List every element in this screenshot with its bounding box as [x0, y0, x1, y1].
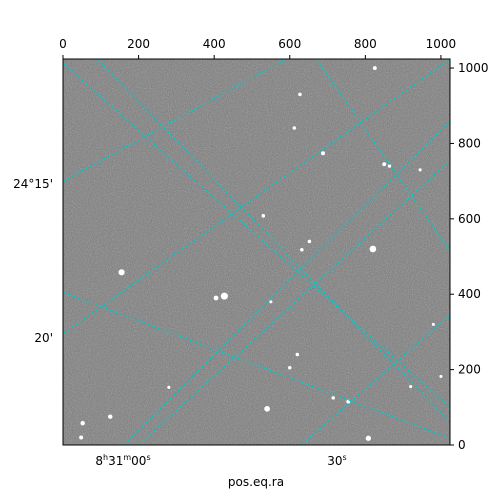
- star-22: [281, 54, 284, 57]
- star-25: [439, 374, 443, 378]
- star-12: [287, 365, 292, 370]
- grid-line-7: [315, 59, 450, 252]
- grid-line-3: [63, 62, 450, 408]
- star-2: [118, 269, 125, 276]
- star-7: [108, 414, 113, 419]
- star-13: [382, 162, 387, 167]
- star-26: [431, 322, 435, 326]
- right-tick-label-1000: 1000: [458, 61, 489, 75]
- grid-line-6: [138, 159, 450, 445]
- star-21: [300, 247, 304, 252]
- x-axis-label: pos.eq.ra: [228, 475, 284, 489]
- sky-noise: [63, 59, 450, 445]
- dec-label-20: 20': [34, 331, 53, 345]
- grid-line-2: [63, 59, 287, 182]
- star-10: [331, 396, 335, 400]
- plot-frame: [62, 58, 451, 446]
- right-tick-label-0: 0: [458, 438, 466, 452]
- image-area: [63, 54, 450, 445]
- star-4: [264, 405, 270, 412]
- top-tick-label-800: 800: [354, 37, 377, 51]
- star-28: [409, 385, 413, 389]
- grid-line-1: [63, 291, 450, 439]
- star-19: [261, 214, 266, 218]
- top-axis-ticks: 0 200 400 600 800 1000: [59, 37, 456, 59]
- star-8: [79, 435, 84, 440]
- star-24: [418, 168, 422, 172]
- ra-label-8h31m00s: 8h31m00s: [95, 453, 150, 468]
- star-27: [269, 300, 273, 304]
- top-tick-label-1000: 1000: [426, 37, 457, 51]
- right-tick-label-800: 800: [458, 136, 481, 150]
- right-axis-ticks: 0 200 400 600 800 1000: [450, 61, 489, 452]
- star-15: [372, 66, 377, 71]
- star-23: [167, 385, 171, 389]
- star-1: [213, 295, 219, 301]
- top-tick-label-0: 0: [59, 37, 67, 51]
- star-6: [80, 420, 85, 426]
- grid-line-0: [63, 59, 450, 335]
- star-0: [220, 292, 228, 300]
- star-16: [298, 92, 302, 97]
- top-tick-label-600: 600: [278, 37, 301, 51]
- star-5: [365, 435, 372, 441]
- top-tick-label-400: 400: [203, 37, 226, 51]
- right-tick-label-600: 600: [458, 212, 481, 226]
- grid-line-4: [123, 120, 450, 445]
- coordinate-grid: [63, 59, 450, 445]
- dec-label-24d15: 24°15': [13, 177, 53, 191]
- stars-layer: [79, 54, 443, 441]
- star-14: [387, 164, 392, 168]
- ra-label-30s: 30s: [327, 453, 346, 468]
- star-17: [292, 126, 297, 130]
- star-11: [295, 352, 300, 357]
- right-tick-label-200: 200: [458, 363, 481, 377]
- star-20: [307, 239, 312, 244]
- grid-line-8: [268, 59, 275, 60]
- grid-line-5: [300, 314, 450, 445]
- top-tick-label-200: 200: [127, 37, 150, 51]
- right-tick-label-400: 400: [458, 287, 481, 301]
- star-3: [369, 245, 377, 253]
- grid-line-9: [96, 59, 450, 423]
- star-18: [321, 151, 325, 156]
